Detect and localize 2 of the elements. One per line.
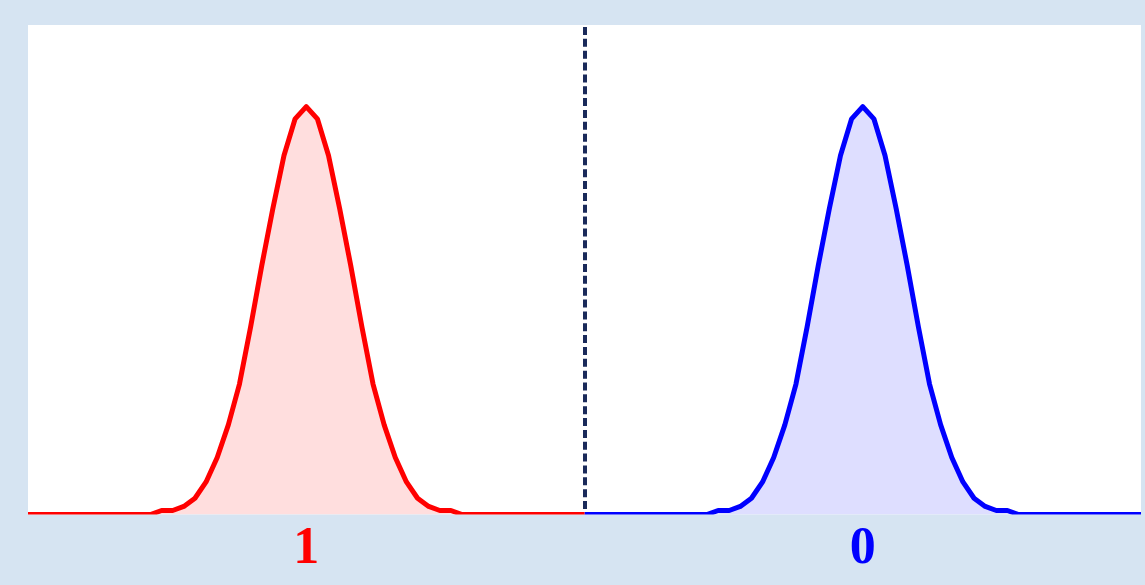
x-tick-label: 1 [293,517,320,575]
x-tick-label: 0 [849,517,876,575]
